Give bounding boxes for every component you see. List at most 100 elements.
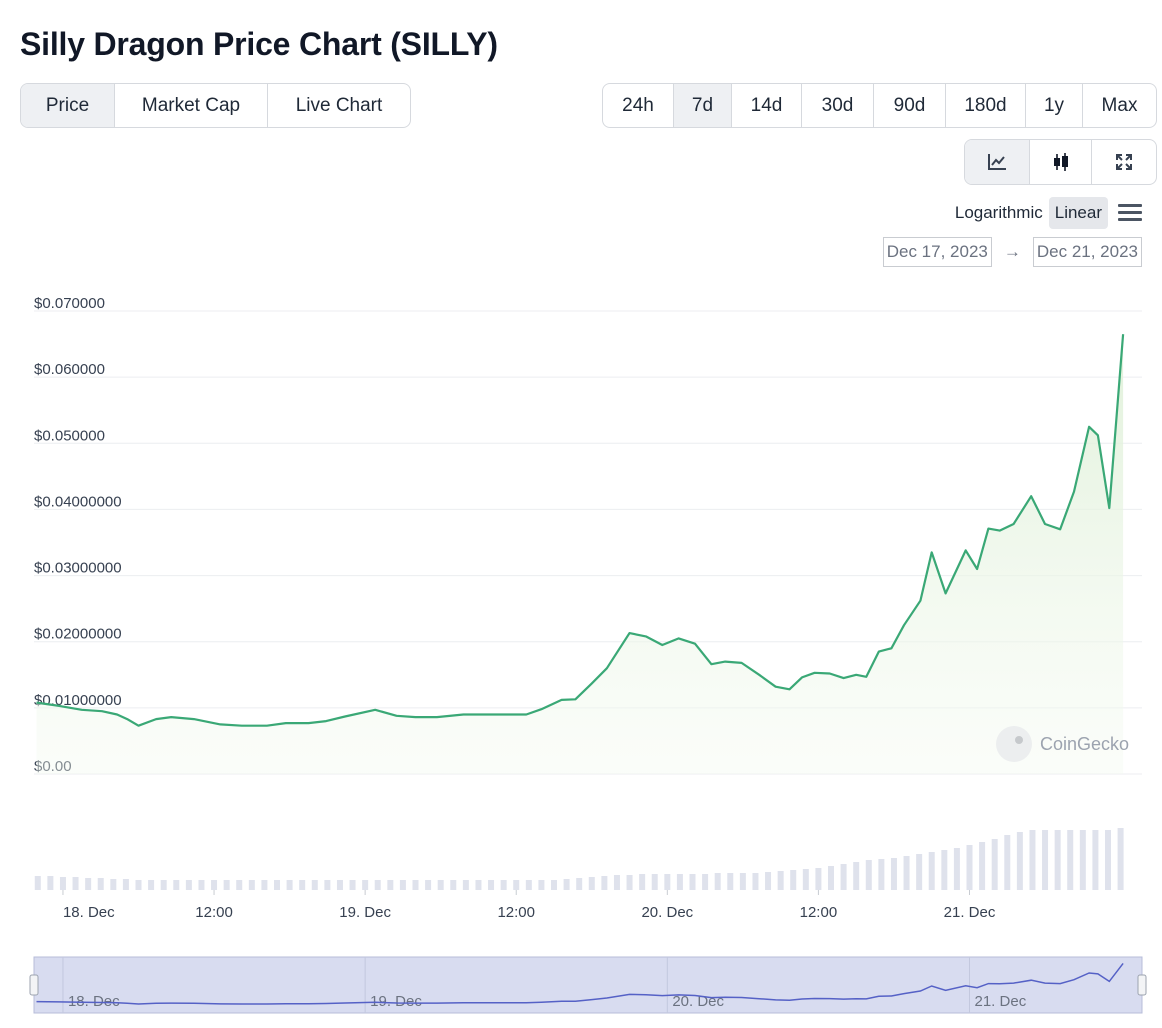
line-chart-icon <box>988 154 1006 170</box>
tab-market-cap[interactable]: Market Cap <box>115 84 268 127</box>
navigator-series-line <box>36 962 1124 1005</box>
candlestick-icon <box>1053 153 1068 171</box>
volume-bar <box>903 856 910 890</box>
range-24h-button[interactable]: 24h <box>603 84 674 127</box>
volume-bar <box>437 880 444 890</box>
volume-bar <box>563 879 570 890</box>
date-range: Dec 17, 2023 → Dec 21, 2023 <box>882 237 1142 267</box>
volume-bar <box>1054 830 1061 890</box>
volume-bar <box>890 858 897 890</box>
navigator: 18. Dec 19. Dec 20. Dec 21. Dec <box>29 956 1147 1014</box>
volume-bar <box>739 873 746 890</box>
line-chart-button[interactable] <box>965 140 1030 184</box>
volume-bar <box>59 877 66 890</box>
volume-bar <box>752 873 759 890</box>
y-tick-label: $0.03000000 <box>34 560 122 577</box>
volume-bar <box>1067 830 1074 890</box>
range-7d-button[interactable]: 7d <box>674 84 732 127</box>
volume-bar <box>853 862 860 890</box>
volume-bar <box>588 877 595 890</box>
volume-bar <box>979 842 986 890</box>
volume-bar <box>1016 832 1023 890</box>
volume-bar <box>236 880 243 890</box>
x-tick-label: 19. Dec <box>339 904 391 921</box>
volume-bar <box>261 880 268 890</box>
volume-bar <box>299 880 306 890</box>
volume-bar <box>311 880 318 890</box>
volume-bar <box>462 880 469 890</box>
volume-bar <box>475 880 482 890</box>
volume-bar <box>941 850 948 890</box>
volume-bar <box>865 860 872 890</box>
volume-bar <box>1029 830 1036 890</box>
date-from-input[interactable]: Dec 17, 2023 <box>882 237 992 267</box>
range-90d-button[interactable]: 90d <box>874 84 946 127</box>
metric-tabs: Price Market Cap Live Chart <box>20 83 411 128</box>
candlestick-button[interactable] <box>1030 140 1092 184</box>
volume-bar <box>727 873 734 890</box>
volume-bar <box>399 880 406 890</box>
volume-bar <box>551 880 558 890</box>
volume-bar <box>878 859 885 890</box>
volume-bar <box>160 880 167 890</box>
coingecko-logo-icon <box>996 726 1032 762</box>
tab-live-chart[interactable]: Live Chart <box>295 94 383 116</box>
tab-price[interactable]: Price <box>21 84 115 127</box>
expand-icon <box>1116 154 1132 170</box>
volume-bar <box>1004 835 1011 890</box>
volume-bar <box>135 880 142 890</box>
volume-bar <box>576 878 583 890</box>
page-title: Silly Dragon Price Chart (SILLY) <box>20 26 498 62</box>
volume-bar <box>223 880 230 890</box>
range-max-button[interactable]: Max <box>1101 94 1138 116</box>
volume-bar <box>148 880 155 890</box>
range-1y-button[interactable]: 1y <box>1026 84 1083 127</box>
y-tick-label: $0.070000 <box>34 295 105 312</box>
volume-bar <box>211 880 218 890</box>
volume-bar <box>916 854 923 890</box>
volume-bar <box>513 880 520 890</box>
linear-option[interactable]: Linear <box>1048 197 1108 229</box>
x-tick-label: 12:00 <box>497 904 535 921</box>
volume-bar <box>185 880 192 890</box>
range-30d-button[interactable]: 30d <box>802 84 874 127</box>
volume-bar <box>34 876 41 890</box>
date-to-input[interactable]: Dec 21, 2023 <box>1032 237 1142 267</box>
volume-bar <box>47 876 54 890</box>
range-14d-button[interactable]: 14d <box>732 84 802 127</box>
coingecko-watermark: CoinGecko <box>996 726 1129 762</box>
volume-bar <box>500 880 507 890</box>
volume-bar <box>349 880 356 890</box>
volume-bar <box>97 878 104 890</box>
arrow-right-icon: → <box>1003 242 1021 261</box>
volume-bar <box>651 874 658 890</box>
volume-bar <box>85 878 92 890</box>
price-series-line <box>36 334 1125 727</box>
volume-bar <box>840 864 847 890</box>
volume-bar <box>702 874 709 890</box>
volume-bar <box>815 868 822 890</box>
navigator-left-handle[interactable] <box>29 974 39 996</box>
volume-bar <box>1079 830 1086 890</box>
range-180d-button[interactable]: 180d <box>946 84 1026 127</box>
logarithmic-option[interactable]: Logarithmic <box>954 203 1043 222</box>
volume-bar <box>714 873 721 890</box>
menu-icon[interactable] <box>1118 203 1142 223</box>
volume-bar <box>362 880 369 890</box>
volume-bar <box>1092 830 1099 890</box>
volume-bar <box>538 880 545 890</box>
volume-bar <box>676 874 683 890</box>
fullscreen-button[interactable] <box>1092 140 1156 184</box>
volume-bar <box>601 876 608 890</box>
price-line <box>36 334 1125 727</box>
x-tick-label: 18. Dec <box>63 904 115 921</box>
volume-bar <box>286 880 293 890</box>
volume-bar <box>248 880 255 890</box>
navigator-right-handle[interactable] <box>1137 974 1147 996</box>
navigator-tick-label: 18. Dec <box>68 993 120 1010</box>
volume-bar <box>374 880 381 890</box>
x-tick-label: 12:00 <box>195 904 233 921</box>
volume-bar <box>1042 830 1049 890</box>
volume-bar <box>412 880 419 890</box>
